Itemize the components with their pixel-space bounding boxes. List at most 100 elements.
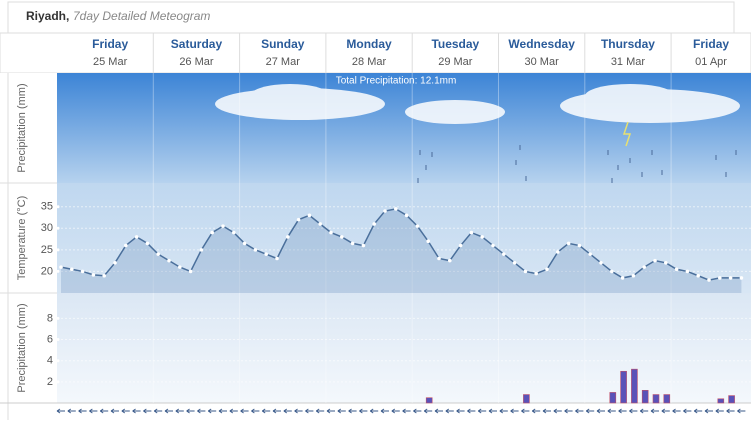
clouds [215,84,740,124]
precip-bar [425,397,433,404]
wind-arrow [542,408,551,414]
y-tick-label: 4 [47,355,53,367]
day-date: 31 Mar [611,56,646,68]
wind-arrow [315,408,325,414]
wind-arrow [672,408,681,414]
wind-arrow [467,408,476,414]
temperature-point [134,235,139,239]
day-name: Saturday [171,37,223,51]
wind-arrow [240,408,249,414]
wind-arrow [531,408,541,414]
temperature-point [480,235,485,239]
wind-arrow [737,408,746,414]
wind-arrow [704,408,713,414]
temperature-point [664,261,668,265]
precip-bar [609,392,617,404]
temperature-point [674,267,679,272]
day-name: Monday [346,37,392,51]
wind-arrow [197,408,206,414]
temperature-point [448,258,452,263]
temperature-point [707,278,711,282]
wind-arrow [380,408,389,414]
wind-arrow [143,408,152,414]
temperature-point [113,261,117,265]
wind-arrow [726,408,735,414]
temperature-point [566,241,571,246]
total-precipitation: Total Precipitation: 12.1mm [336,76,457,87]
wind-arrow [521,408,530,414]
wind-arrow [639,408,649,414]
temperature-point [188,269,193,274]
temperature-point [394,207,398,211]
wind-arrow [56,408,65,414]
precip-bar [717,398,725,404]
y-tick-mark [56,269,60,273]
y-tick-label: 8 [47,312,53,324]
wind-arrow [618,408,627,414]
wind-arrow [402,408,411,414]
temperature-point [696,273,700,278]
temperature-point [545,267,549,272]
day-date: 30 Mar [525,56,560,68]
header-box [7,1,735,34]
wind-arrow [186,408,195,414]
wind-arrow [510,408,519,414]
wind-arrow [585,408,595,414]
day-name: Tuesday [431,37,479,51]
precip-bar [652,394,660,404]
wind-arrow [110,408,119,414]
wind-arrow [434,408,443,414]
y-tick-label: 30 [41,222,53,234]
temperature-point [728,276,733,280]
wind-arrow [326,408,335,414]
temperature-point [372,222,377,226]
temperature-area [61,208,742,293]
wind-arrow [715,408,724,414]
temperature-point [599,261,603,265]
temperature-point [718,276,722,280]
wind-arrow [391,408,400,414]
wind-arrow [294,408,303,414]
day-name: Sunday [261,37,305,51]
temperature-point [91,273,96,277]
precip-bar [728,395,735,404]
temperature-point [350,241,355,246]
temperature-point [502,252,506,256]
temperature-point [318,222,323,226]
temperature-point [685,269,690,274]
temperature-point [653,258,657,263]
wind-arrow [337,408,346,414]
temperature-point [70,267,74,272]
wind-arrow [272,408,281,414]
wind-arrow [629,408,638,414]
temperature-point [577,243,582,248]
day-name: Friday [693,37,729,51]
sky-ylabel: Precipitation (mm) [16,83,28,172]
wind-arrow [261,408,271,414]
day-date: 28 Mar [352,56,387,68]
temperature-point [124,243,128,248]
y-tick-label: 2 [47,376,53,388]
temperature-point [59,265,63,269]
y-tick-mark [56,226,60,230]
wind-arrow [683,408,692,414]
y-axis-label: Precipitation (mm) [16,303,28,392]
y-tick-label: 25 [41,244,53,256]
wind-arrow [251,408,260,414]
day-date: 01 Apr [695,56,727,68]
precip-bar [523,394,530,404]
temperature-point [588,252,592,256]
temperature-point [264,252,269,256]
wind-arrow [305,408,314,414]
y-tick-label: 6 [47,333,53,345]
temperature-point [221,224,225,228]
precip-bar [641,390,649,404]
temperature-point [415,224,420,228]
day-date: 29 Mar [438,56,473,68]
wind-arrow [596,408,605,414]
wind-arrow [175,408,184,414]
temperature-point [556,250,560,254]
temperature-point [167,258,171,263]
wind-arrow [456,408,465,414]
y-tick-mark [56,316,60,320]
